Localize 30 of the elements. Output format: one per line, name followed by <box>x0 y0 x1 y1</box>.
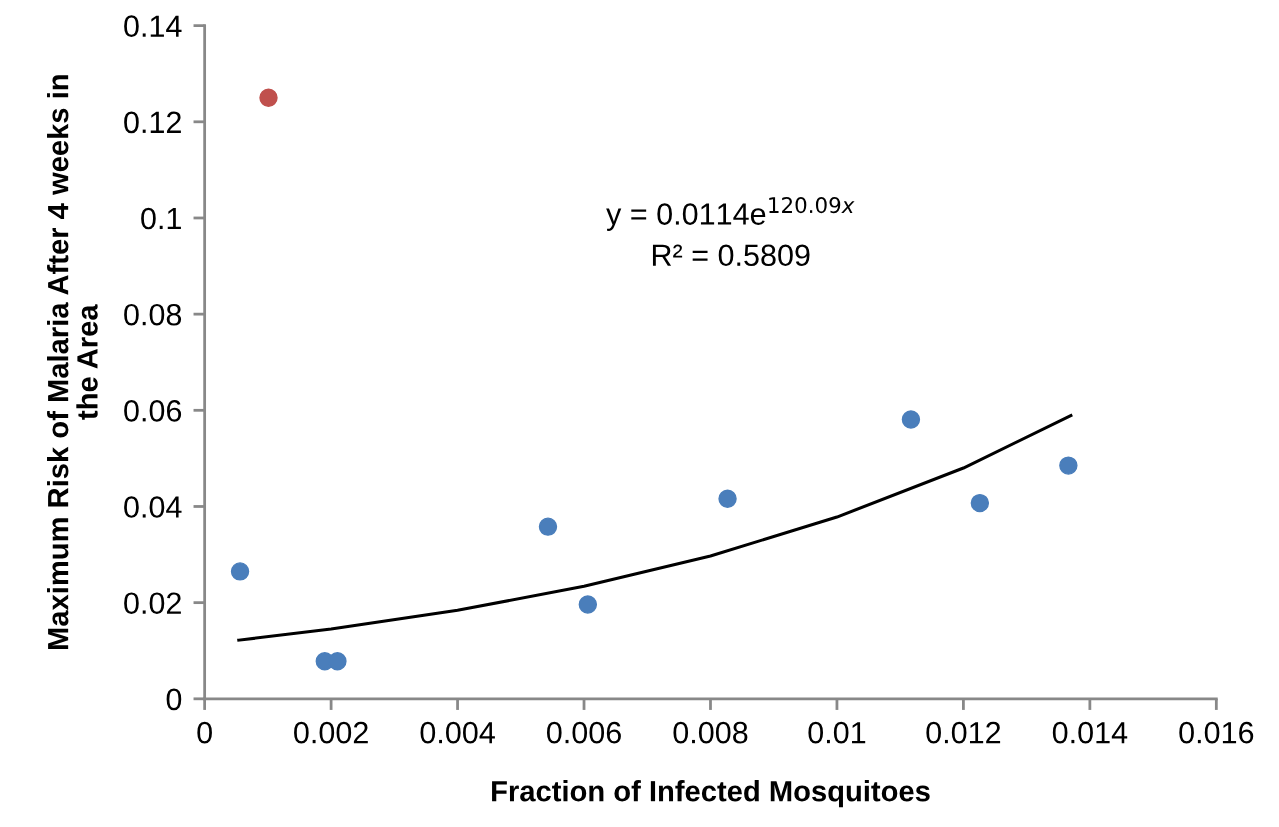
point <box>230 562 250 581</box>
y-tick-label: 0.04 <box>124 496 182 518</box>
point <box>718 489 737 508</box>
point <box>970 493 990 513</box>
annotation: y = 0.0114e$^{120.09x}$ <box>606 197 855 231</box>
x-tick-label: 0.004 <box>420 721 495 744</box>
line-series <box>237 414 1073 642</box>
point <box>259 88 278 107</box>
x-tick-label: 0.016 <box>1179 721 1254 744</box>
point <box>538 517 558 536</box>
y-tick-label: 0.14 <box>124 15 182 38</box>
y-axis-title: Maximum Risk of Malaria After 4 weeks in the Area <box>47 75 98 650</box>
x-tick-label: 0.006 <box>546 721 621 744</box>
y-tick-label: 0.06 <box>124 400 182 422</box>
x-tick-label: 0.01 <box>808 721 866 744</box>
x-tick-label: 0.002 <box>294 721 368 744</box>
point <box>901 410 921 429</box>
annotation: R² = 0.5809 <box>652 244 810 267</box>
x-axis-title: Fraction of Infected Mosquitoes <box>492 780 930 808</box>
x-tick-label: 0.012 <box>926 721 1001 744</box>
x-tick-label: 0 <box>197 721 212 744</box>
point <box>1059 456 1078 475</box>
y-tick-label: 0.02 <box>124 592 181 615</box>
y-tick-label: 0.12 <box>124 111 181 134</box>
y-tick-label: 0 <box>166 688 182 711</box>
y-tick-label: 0.08 <box>124 303 182 326</box>
x-tick-label: 0.014 <box>1052 721 1128 744</box>
x-tick-label: 0.008 <box>673 721 748 744</box>
y-tick-label: 0.1 <box>141 207 181 230</box>
point <box>578 595 598 614</box>
